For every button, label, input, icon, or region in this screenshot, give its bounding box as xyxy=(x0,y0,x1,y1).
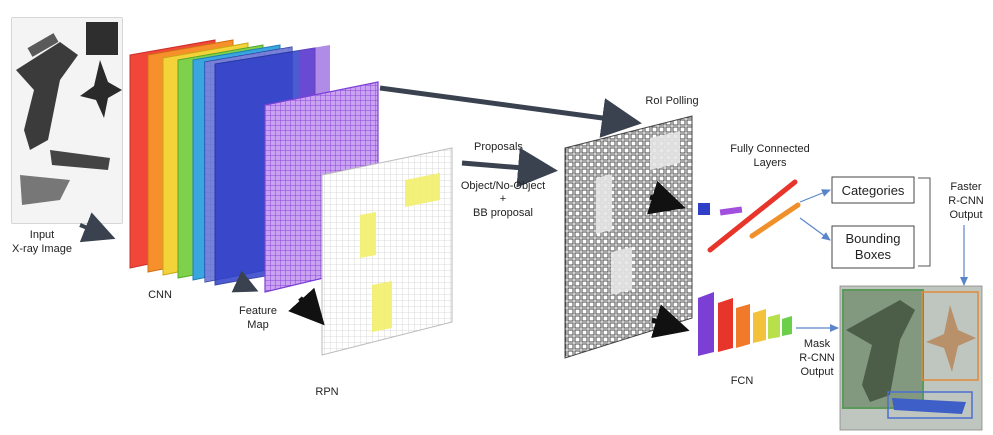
fcn-layer-6 xyxy=(782,316,792,336)
fc-label-line2: Layers xyxy=(753,157,787,169)
output-bracket xyxy=(918,177,931,267)
bounding-boxes-box: Bounding Boxes xyxy=(831,225,915,269)
faster-label-line3: Output xyxy=(949,209,982,221)
roi-grid xyxy=(564,115,693,359)
faster-label-line1: Faster xyxy=(950,181,982,193)
rpn-grid xyxy=(321,147,453,356)
roi-highlight-1 xyxy=(650,131,680,170)
categories-box: Categories xyxy=(831,176,915,204)
fcn-layer-1 xyxy=(698,292,714,356)
arrow-input-to-cnn xyxy=(79,212,116,243)
fcn-label: FCN xyxy=(731,375,754,387)
input-xray-image xyxy=(11,17,123,224)
fc-node-blue xyxy=(698,203,710,215)
proposals-label: Proposals xyxy=(474,141,523,153)
feature-map-label-line2: Map xyxy=(247,319,268,331)
bb-proposal-label: BB proposal xyxy=(473,207,533,219)
fc-label-line1: Fully Connected xyxy=(730,143,810,155)
rpn-label: RPN xyxy=(315,386,338,398)
fcn-layer-4 xyxy=(753,309,766,343)
mask-label-line2: R-CNN xyxy=(799,352,834,364)
arrow-roi-to-fcn xyxy=(651,304,690,338)
plus-label: + xyxy=(500,193,506,205)
arrow-cnn-to-roi xyxy=(379,85,642,138)
fc-layers xyxy=(698,179,801,253)
fcn-layer-3 xyxy=(736,304,750,348)
mask-label-line1: Mask xyxy=(804,338,831,350)
feature-map-label-line1: Feature xyxy=(239,305,277,317)
arrow-fc-to-bbox xyxy=(799,217,831,241)
fc-node-purple xyxy=(719,206,743,216)
arrow-proposals xyxy=(461,147,558,188)
bbox-label-line1: Bounding xyxy=(846,231,901,246)
fc-line-orange xyxy=(749,202,801,239)
objectness-label: Object/No-Object xyxy=(461,180,545,192)
arrow-roi-to-fc xyxy=(646,180,686,215)
fcn-stack xyxy=(698,292,792,356)
categories-label: Categories xyxy=(842,183,905,198)
input-label-line1: Input xyxy=(30,229,54,241)
arrow-cnn-to-feature xyxy=(231,270,259,293)
roi-highlight-3 xyxy=(611,247,632,295)
output-xray-image xyxy=(839,285,983,431)
input-label-line2: X-ray Image xyxy=(12,243,72,255)
mask-label-line3: Output xyxy=(800,366,833,378)
fc-line-red xyxy=(707,179,798,253)
rpn-highlight-3 xyxy=(372,281,392,332)
bbox-label-line2: Boxes xyxy=(855,247,892,262)
rpn-highlight-2 xyxy=(405,173,440,207)
arrow-feature-to-rpn xyxy=(288,287,325,326)
arrow-fc-to-categories xyxy=(799,189,831,203)
cnn-label: CNN xyxy=(148,289,172,301)
fcn-layer-5 xyxy=(768,314,780,339)
fcn-layer-2 xyxy=(718,298,733,352)
faster-label-line2: R-CNN xyxy=(948,195,983,207)
roi-highlight-2 xyxy=(596,174,612,234)
rpn-highlight-1 xyxy=(360,212,376,258)
roi-label: RoI Polling xyxy=(645,95,698,107)
